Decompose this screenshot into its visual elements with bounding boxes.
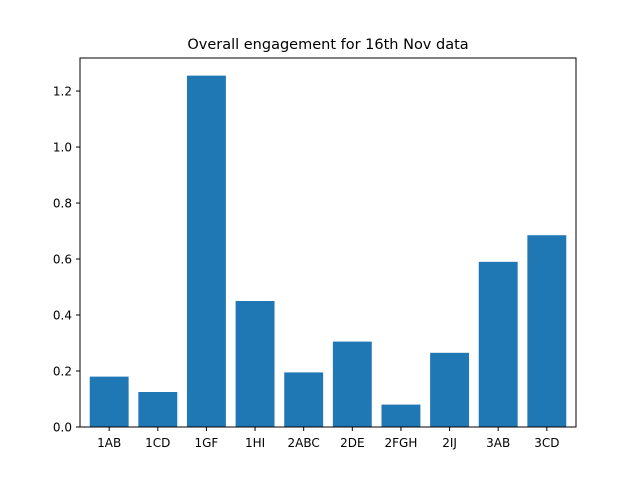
bars-group [89,75,567,427]
bar-3ab [478,261,518,427]
bar-3cd [527,235,567,427]
x-tick-label: 3AB [486,436,510,450]
chart-title: Overall engagement for 16th Nov data [187,37,468,53]
y-tick-label: 1.2 [53,85,72,99]
axes-group: 1AB 1CD 1GF 1HI 2ABC 2DE 2FGH 2IJ 3AB 3CD 0.0 0.2 0.… [53,57,577,450]
y-tick-label: 0.4 [53,309,72,323]
y-tick-label: 0.2 [53,365,72,379]
y-tick-label: 1.0 [53,141,72,155]
bar-2fgh [381,404,421,427]
bar-2de [332,341,372,427]
bar-1cd [138,392,178,427]
x-tick-label: 2IJ [442,436,457,450]
y-tick-label: 0.0 [53,421,72,435]
x-tick-label: 2FGH [385,436,418,450]
bar-2abc [284,372,324,427]
bar-2ij [430,352,470,427]
x-tick-label: 1HI [245,436,265,450]
bar-1ab [89,376,129,427]
x-tick-label: 3CD [534,436,559,450]
plot-frame [79,57,577,428]
x-tick-label: 2DE [340,436,364,450]
x-tick-label: 2ABC [288,436,320,450]
bar-1hi [235,301,275,427]
x-tick-label: 1CD [145,436,170,450]
x-tick-label: 1GF [195,436,219,450]
x-tick-label: 1AB [97,436,121,450]
bar-1gf [186,75,226,427]
y-tick-label: 0.8 [53,197,72,211]
y-tick-label: 0.6 [53,253,72,267]
